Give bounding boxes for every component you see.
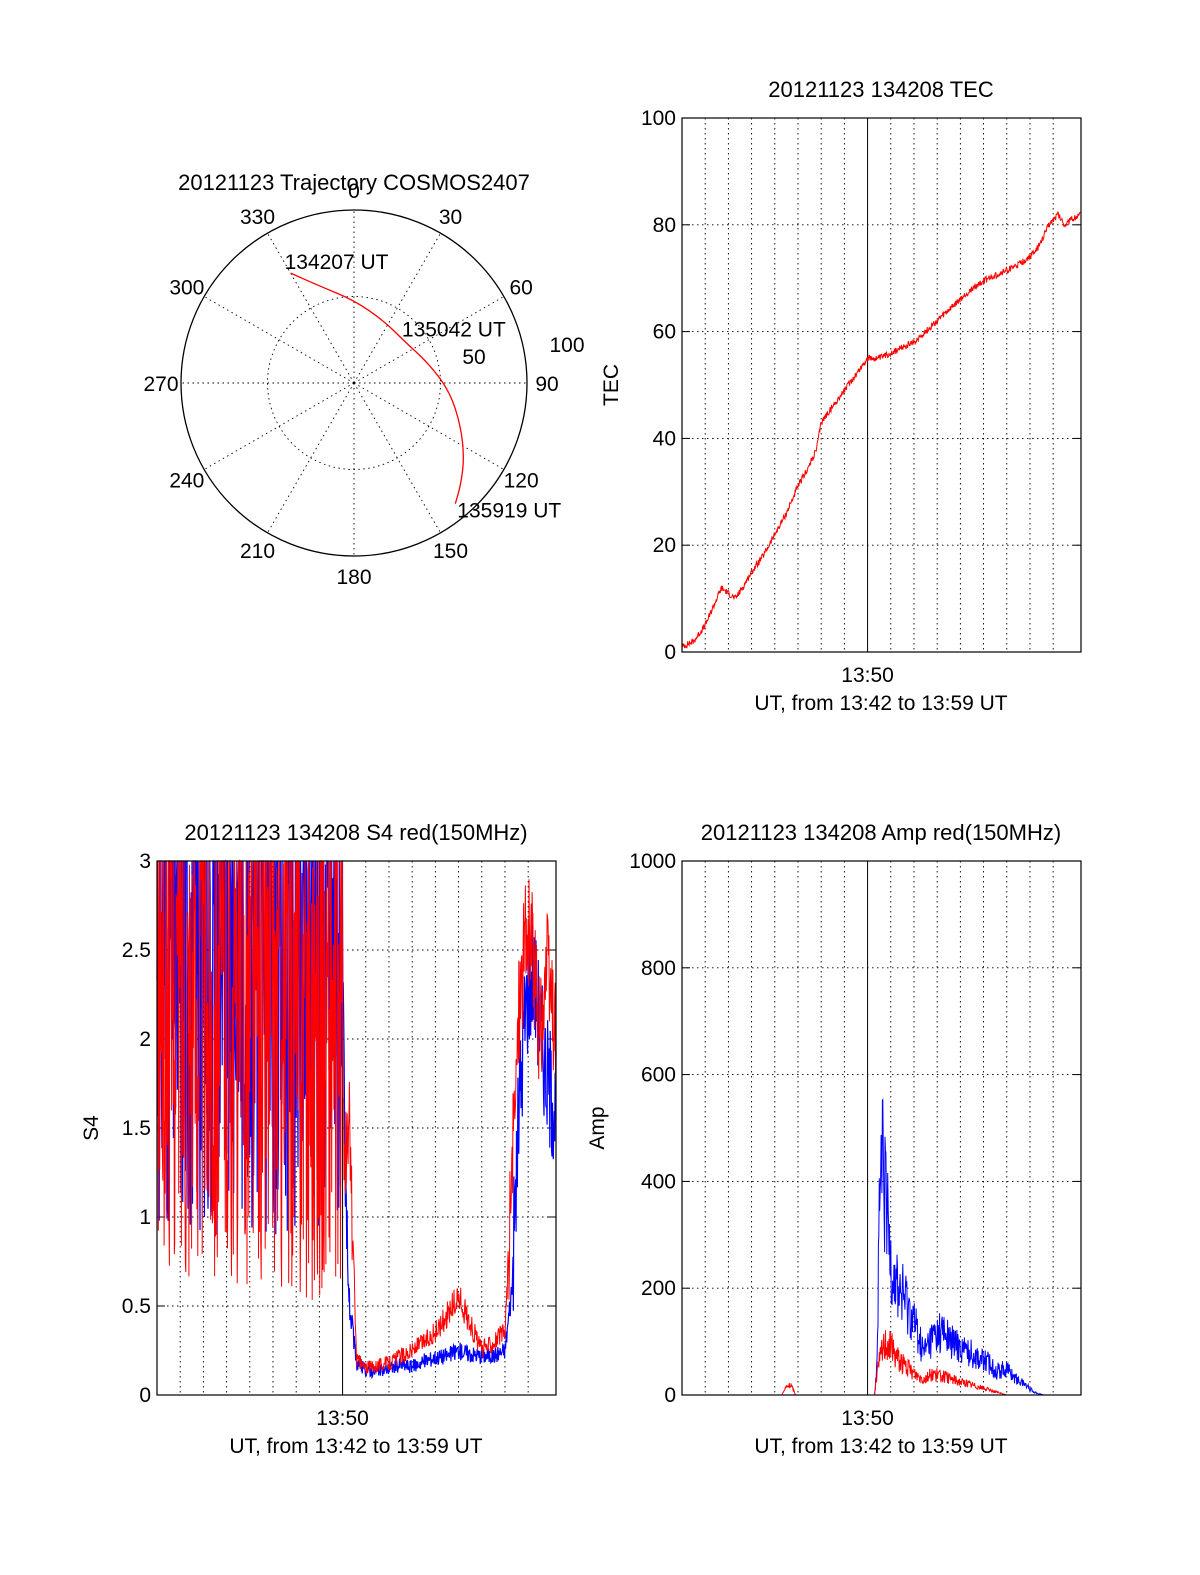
polar-azimuth-label: 270 xyxy=(143,373,178,396)
polar-spoke xyxy=(353,382,505,470)
amp-panel: 20121123 134208 Amp red(150MHz) 0 200 400 6… xyxy=(586,820,1082,1458)
polar-azimuth-label: 210 xyxy=(240,540,275,563)
s4-red-series-line xyxy=(156,859,557,1375)
amp-grid xyxy=(682,860,1081,1396)
polar-spoke xyxy=(353,232,441,384)
polar-azimuth-label: 300 xyxy=(169,277,204,300)
y-tick-label: 1 xyxy=(139,1206,151,1229)
satellite-track-line xyxy=(290,272,464,504)
polar-azimuth-label: 0 xyxy=(348,180,360,203)
s4-plot-frame xyxy=(156,860,557,1396)
s4-title: 20121123 134208 S4 red(150MHz) xyxy=(184,820,527,845)
y-tick-label: 2 xyxy=(139,1028,151,1051)
s4-series-group xyxy=(156,859,557,1380)
amp-x-axis-label: UT, from 13:42 to 13:59 UT xyxy=(754,1435,1007,1458)
y-tick-label: 20 xyxy=(653,534,676,557)
polar-azimuth-label: 60 xyxy=(509,277,532,300)
amp-y-axis-label: Amp xyxy=(586,1106,609,1149)
amp-red-series-line xyxy=(682,1330,1081,1396)
tec-series-group xyxy=(681,211,1082,649)
amp-x-tick-label: 13:50 xyxy=(841,1407,894,1430)
s4-panel: 20121123 134208 S4 red(150MHz) 0 0.5 1 1.5 2… xyxy=(80,820,557,1458)
polar-azimuth-label: 30 xyxy=(439,206,462,229)
y-tick-label: 60 xyxy=(653,321,676,344)
polar-spoke xyxy=(353,296,505,384)
amp-title: 20121123 134208 Amp red(150MHz) xyxy=(701,820,1061,845)
polar-azimuth-label: 90 xyxy=(535,373,558,396)
y-tick-label: 0 xyxy=(139,1384,151,1407)
y-tick-label: 0.5 xyxy=(122,1295,151,1318)
polar-title: 20121123 Trajectory COSMOS2407 xyxy=(178,170,530,195)
y-tick-label: 80 xyxy=(653,214,676,237)
y-tick-label: 0 xyxy=(664,1384,676,1407)
polar-spoke xyxy=(267,232,355,384)
polar-azimuth-label: 150 xyxy=(433,540,468,563)
polar-azimuth-label: 240 xyxy=(169,470,204,493)
polar-azimuth-label: 330 xyxy=(240,206,275,229)
polar-azimuth-label: 180 xyxy=(336,566,371,589)
track-start-time-label: 134207 UT xyxy=(285,251,389,274)
y-tick-label: 800 xyxy=(641,957,676,980)
polar-spoke xyxy=(203,296,355,384)
y-tick-label: 2.5 xyxy=(122,939,151,962)
tec-x-axis-label: UT, from 13:42 to 13:59 UT xyxy=(754,692,1007,715)
tec-x-tick-label: 13:50 xyxy=(841,664,894,687)
polar-ring-label: 50 xyxy=(462,346,485,369)
polar-azimuth-labels: 0 30 60 90 120 150 180 210 240 270 300 330 xyxy=(143,180,558,589)
s4-y-axis-label: S4 xyxy=(80,1115,103,1141)
tec-plot-frame xyxy=(681,117,1082,653)
polar-spoke xyxy=(203,382,355,470)
y-tick-label: 40 xyxy=(653,427,676,450)
polar-outer-ring-label: 100 xyxy=(549,334,584,357)
tec-title: 20121123 134208 TEC xyxy=(768,77,994,102)
polar-azimuth-label: 120 xyxy=(504,470,539,493)
polar-grid xyxy=(180,209,528,557)
polar-spoke xyxy=(353,382,441,534)
amp-series-group xyxy=(682,1098,1081,1396)
y-tick-label: 3 xyxy=(139,850,151,873)
polar-spoke xyxy=(267,382,355,534)
tec-y-axis-label: TEC xyxy=(600,364,623,406)
track-mid-time-label: 135042 UT xyxy=(402,319,506,342)
amp-plot-frame xyxy=(681,860,1082,1396)
y-tick-label: 400 xyxy=(641,1170,676,1193)
tec-red-series-line xyxy=(681,211,1082,649)
y-tick-label: 600 xyxy=(641,1064,676,1087)
track-end-time-label: 135919 UT xyxy=(457,500,561,523)
s4-x-axis-label: UT, from 13:42 to 13:59 UT xyxy=(229,1435,482,1458)
y-tick-label: 0 xyxy=(664,641,676,664)
s4-grid xyxy=(157,860,556,1396)
y-tick-label: 1.5 xyxy=(122,1117,151,1140)
tec-y-tick-labels: 0 20 40 60 80 100 xyxy=(641,107,676,664)
tec-panel: 20121123 134208 TEC 0 20 40 60 80 100 13:50 U… xyxy=(600,77,1082,715)
s4-y-tick-labels: 0 0.5 1 1.5 2 2.5 3 xyxy=(122,850,151,1407)
y-tick-label: 100 xyxy=(641,107,676,130)
polar-outer-ring xyxy=(180,209,528,557)
amp-y-tick-labels: 0 200 400 600 800 1000 xyxy=(629,850,676,1407)
s4-x-tick-label: 13:50 xyxy=(316,1407,369,1430)
tec-grid xyxy=(682,117,1081,653)
y-tick-label: 200 xyxy=(641,1277,676,1300)
y-tick-label: 1000 xyxy=(629,850,676,873)
polar-trajectory-panel: 20121123 Trajectory COSMOS2407 0 30 60 90 12… xyxy=(143,170,584,589)
